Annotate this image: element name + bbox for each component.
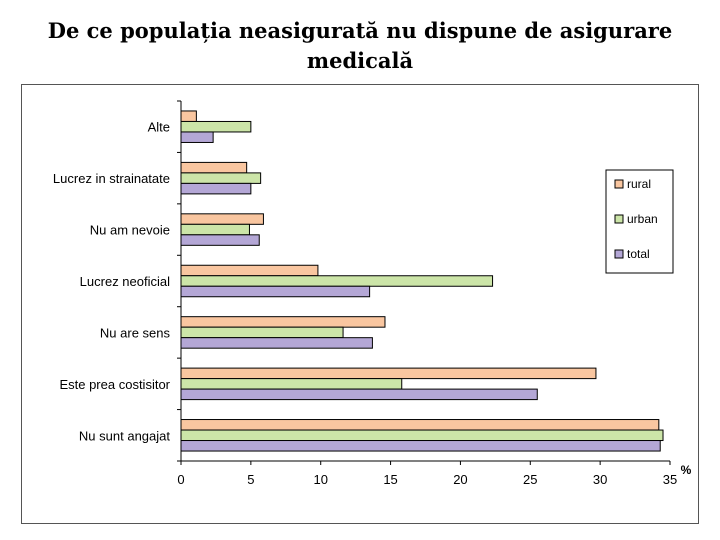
bar-rural [180,110,197,122]
chart-frame [21,84,699,524]
category-label: Lucrez neoficial [80,274,170,289]
bar-urban [180,429,664,442]
title-line-2: medicală [306,48,414,73]
x-tick-label: 10 [313,472,327,487]
title-line-1: De ce populația neasigurată nu dispune d… [47,18,673,43]
bar-urban [180,172,262,184]
bar-total [180,182,252,195]
x-unit-label: % [681,463,692,477]
category-label: Nu am nevoie [90,223,170,238]
bar-rural [180,316,386,328]
bar-urban [180,378,403,390]
bar-urban [180,223,250,236]
bar-rural [180,367,597,380]
category-label: Nu are sens [100,325,171,340]
bar-rural [180,419,660,431]
bar-total [180,388,538,401]
x-tick-label: 25 [523,472,537,487]
category-label: Alte [148,120,170,135]
legend-label-total: total [627,247,650,261]
bar-urban [180,326,344,339]
x-tick-label: 20 [453,472,467,487]
category-label: Lucrez in strainatate [53,171,170,186]
bar-rural [180,213,264,225]
bar-total [180,440,661,452]
legend-label-rural: rural [627,177,651,191]
bar-urban [180,275,494,287]
category-label: Nu sunt angajat [79,428,170,443]
category-label: Este prea costisitor [59,377,170,392]
bar-rural [180,264,319,277]
x-tick-label: 0 [177,472,184,487]
x-tick-label: 30 [593,472,607,487]
legend-label-urban: urban [627,212,658,226]
bar-total [180,234,260,246]
bar-total [180,337,373,349]
x-tick-label: 35 [663,472,677,487]
legend-swatch-rural [614,179,624,189]
legend-swatch-urban [614,214,624,224]
bar-rural [180,161,248,174]
bar-urban [180,120,252,133]
chart-title: De ce populația neasigurată nu dispune d… [0,16,720,76]
x-tick-label: 15 [383,472,397,487]
legend-swatch-total [614,249,624,259]
bar-total [180,131,214,143]
x-tick-label: 5 [247,472,254,487]
bar-total [180,285,371,298]
